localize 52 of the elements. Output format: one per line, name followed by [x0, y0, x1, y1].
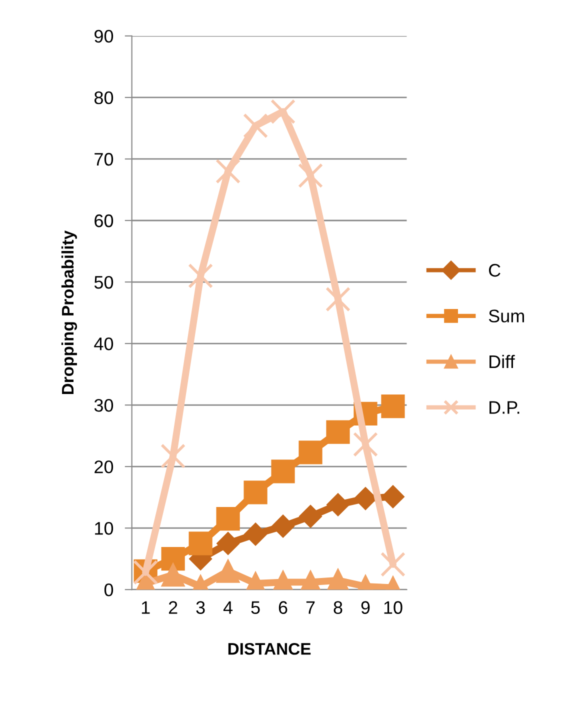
point — [160, 444, 186, 469]
x-tick-label: 5 — [251, 601, 260, 614]
y-tick-label: 50 — [94, 276, 114, 289]
point — [216, 532, 240, 555]
y-axis-title: Dropping Probability — [61, 230, 78, 394]
point — [352, 432, 378, 457]
point — [326, 568, 350, 590]
point — [244, 480, 268, 504]
point — [271, 460, 295, 484]
point — [298, 163, 324, 188]
y-tick-label: 10 — [95, 522, 114, 535]
x-tick-label: 1 — [142, 601, 150, 614]
legend-label: D.P. — [490, 401, 520, 414]
point — [161, 563, 185, 587]
point — [354, 487, 377, 510]
y-tick-label: 60 — [94, 214, 114, 228]
x-tick-label: 2 — [168, 601, 178, 614]
point — [326, 493, 350, 516]
point — [326, 286, 351, 312]
y-tick-label: 70 — [94, 152, 114, 166]
point — [244, 522, 268, 546]
point — [298, 440, 322, 464]
point — [216, 507, 240, 531]
x-tick-label: 3 — [196, 601, 205, 614]
point — [216, 559, 240, 583]
y-tick-label: 40 — [94, 337, 114, 350]
legend-label: C — [488, 264, 500, 277]
point — [161, 547, 185, 571]
point — [299, 504, 322, 528]
point — [216, 158, 241, 184]
x-tick-label: 10 — [384, 601, 402, 614]
y-tick-label: 0 — [104, 584, 114, 596]
legend-label: Sum — [488, 310, 524, 322]
point — [188, 532, 212, 556]
y-tick-label: 30 — [94, 398, 114, 412]
legend-label: Diff — [490, 354, 515, 368]
x-tick-label: 7 — [306, 601, 315, 614]
point — [270, 99, 296, 124]
y-tick-label: 90 — [94, 30, 114, 43]
point — [326, 420, 350, 444]
y-tick-label: 20 — [94, 460, 114, 474]
y-tick-label: 80 — [94, 91, 114, 104]
x-tick-label: 6 — [278, 601, 288, 614]
x-axis-title: DISTANCE — [228, 642, 311, 655]
point — [381, 394, 405, 418]
point — [188, 263, 214, 288]
x-tick-label: 4 — [223, 601, 233, 614]
point — [243, 113, 268, 138]
point — [380, 552, 406, 577]
x-tick-label: 9 — [361, 601, 370, 614]
x-tick-label: 8 — [334, 601, 342, 614]
point — [272, 514, 295, 538]
